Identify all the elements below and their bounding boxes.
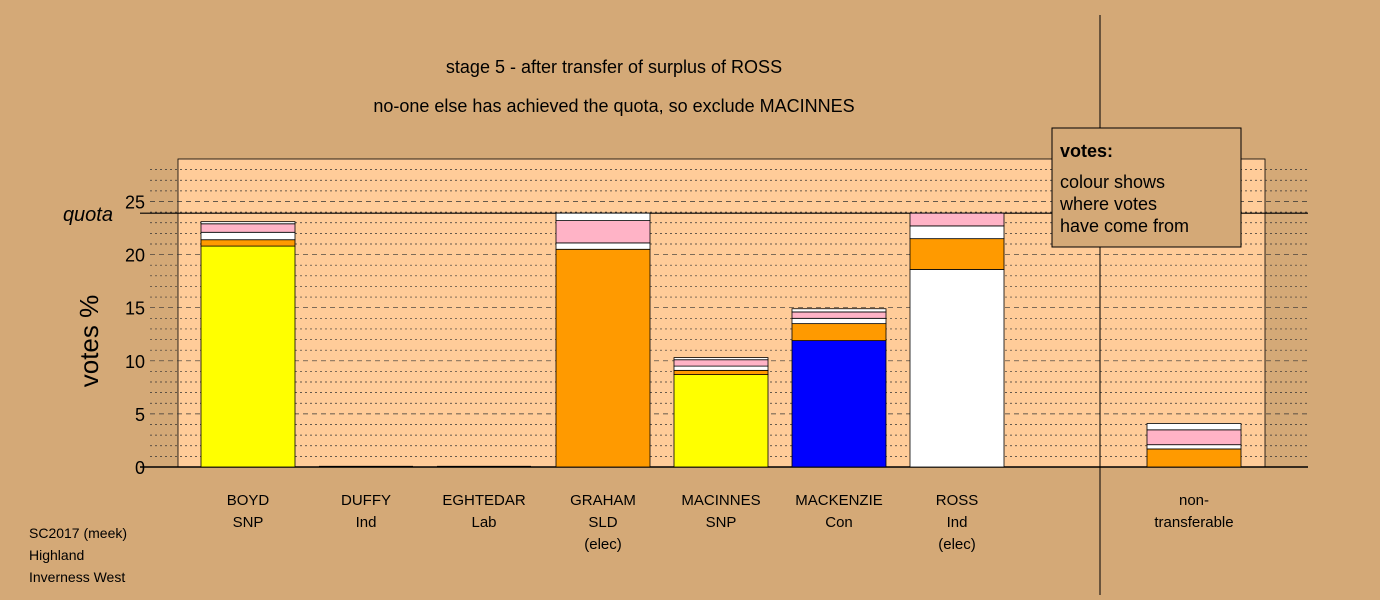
bar-graham-segment — [555, 212, 651, 221]
bar-nontransferable-segment — [1146, 444, 1242, 450]
y-tick-label: 15 — [125, 299, 145, 319]
bar-boyd-segment — [200, 239, 296, 247]
bar-graham-segment — [555, 242, 651, 250]
bar-macinnes-segment — [673, 365, 769, 371]
bar-mackenzie-segment — [791, 311, 887, 319]
bar-boyd-segment — [200, 223, 296, 233]
legend-line-2: where votes — [1059, 194, 1157, 214]
footer-line-1: SC2017 (meek) — [29, 525, 127, 541]
x-tick-label-party: Ind — [947, 514, 968, 531]
x-tick-label-party: Lab — [471, 514, 496, 531]
bar-ross-segment — [909, 269, 1005, 468]
bar-mackenzie-segment — [791, 323, 887, 342]
y-tick-label: 25 — [125, 192, 145, 212]
legend-title: votes: — [1060, 141, 1113, 161]
x-tick-label-name: EGHTEDAR — [442, 492, 526, 509]
bar-ross-segment — [909, 212, 1005, 227]
bar-ross-segment — [909, 238, 1005, 270]
chart-subtitle: no-one else has achieved the quota, so e… — [373, 96, 854, 116]
x-tick-label-name: GRAHAM — [570, 492, 636, 509]
y-axis-label: votes % — [74, 295, 104, 388]
bar-boyd-segment — [200, 231, 296, 241]
bar-macinnes-segment — [673, 374, 769, 468]
x-tick-label-name: MACKENZIE — [795, 492, 883, 509]
x-tick-label-name: BOYD — [227, 492, 270, 509]
y-tick-label: 10 — [125, 352, 145, 372]
legend-line-3: have come from — [1060, 216, 1189, 236]
x-tick-label-party: SNP — [706, 514, 737, 531]
bar-graham-segment — [555, 220, 651, 244]
bar-boyd-segment — [200, 245, 296, 468]
legend: votes: colour shows where votes have com… — [1051, 127, 1242, 248]
bar-graham-segment — [555, 248, 651, 468]
y-tick-label: 0 — [135, 458, 145, 478]
bar-nontransferable-segment — [1146, 429, 1242, 446]
y-tick-label: 20 — [125, 246, 145, 266]
x-tick-label-note: (elec) — [584, 536, 622, 553]
x-tick-label-name: ROSS — [936, 492, 979, 509]
x-tick-label-name: MACINNES — [681, 492, 760, 509]
footer-line-3: Inverness West — [29, 569, 125, 585]
x-tick-label-note: (elec) — [938, 536, 976, 553]
x-tick-label-nontransferable: transferable — [1154, 514, 1233, 531]
bar-ross-segment — [909, 225, 1005, 240]
x-tick-label-party: Ind — [356, 514, 377, 531]
bar-mackenzie-segment — [791, 308, 887, 313]
x-tick-label-party: Con — [825, 514, 853, 531]
bar-mackenzie-segment — [791, 317, 887, 325]
chart-title: stage 5 - after transfer of surplus of R… — [446, 57, 782, 77]
quota-label: quota — [63, 204, 113, 226]
bar-macinnes-segment — [673, 369, 769, 375]
bar-mackenzie-segment — [791, 340, 887, 468]
footer-line-2: Highland — [29, 547, 84, 563]
legend-line-1: colour shows — [1060, 172, 1165, 192]
x-tick-label-nontransferable: non- — [1179, 492, 1209, 509]
x-tick-label-party: SNP — [233, 514, 264, 531]
bar-macinnes-segment — [673, 359, 769, 367]
bar-nontransferable-segment — [1146, 448, 1242, 468]
bar-macinnes-segment — [673, 357, 769, 361]
y-tick-label: 5 — [135, 405, 145, 425]
x-tick-label-name: DUFFY — [341, 492, 391, 509]
bar-nontransferable-segment — [1146, 423, 1242, 431]
legend-box — [1051, 127, 1242, 248]
bar-boyd-segment — [200, 221, 296, 225]
footer: SC2017 (meek) Highland Inverness West — [29, 525, 127, 585]
x-tick-label-party: SLD — [588, 514, 617, 531]
